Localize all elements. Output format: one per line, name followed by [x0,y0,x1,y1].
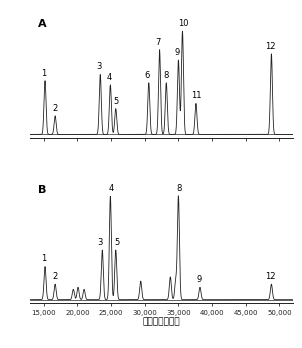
Text: 5: 5 [114,238,120,247]
Text: 12: 12 [265,272,275,281]
Text: 3: 3 [98,238,103,247]
Text: 9: 9 [175,48,180,57]
Text: 6: 6 [144,71,149,80]
Text: 5: 5 [114,96,119,105]
Text: 7: 7 [155,38,160,47]
Text: 1: 1 [41,69,46,78]
Text: 9: 9 [197,275,202,284]
X-axis label: 保持時間（分）: 保持時間（分） [143,318,180,327]
Text: 12: 12 [265,42,275,51]
Text: B: B [38,184,47,195]
Text: 4: 4 [108,184,114,193]
Text: A: A [38,19,47,29]
Text: 8: 8 [176,184,182,193]
Text: 4: 4 [107,73,112,82]
Text: 2: 2 [53,272,58,281]
Text: 10: 10 [178,19,188,28]
Text: 1: 1 [41,254,46,263]
Text: 2: 2 [53,104,58,113]
Text: 11: 11 [191,91,202,100]
Text: 3: 3 [96,62,101,71]
Text: 8: 8 [163,71,168,80]
